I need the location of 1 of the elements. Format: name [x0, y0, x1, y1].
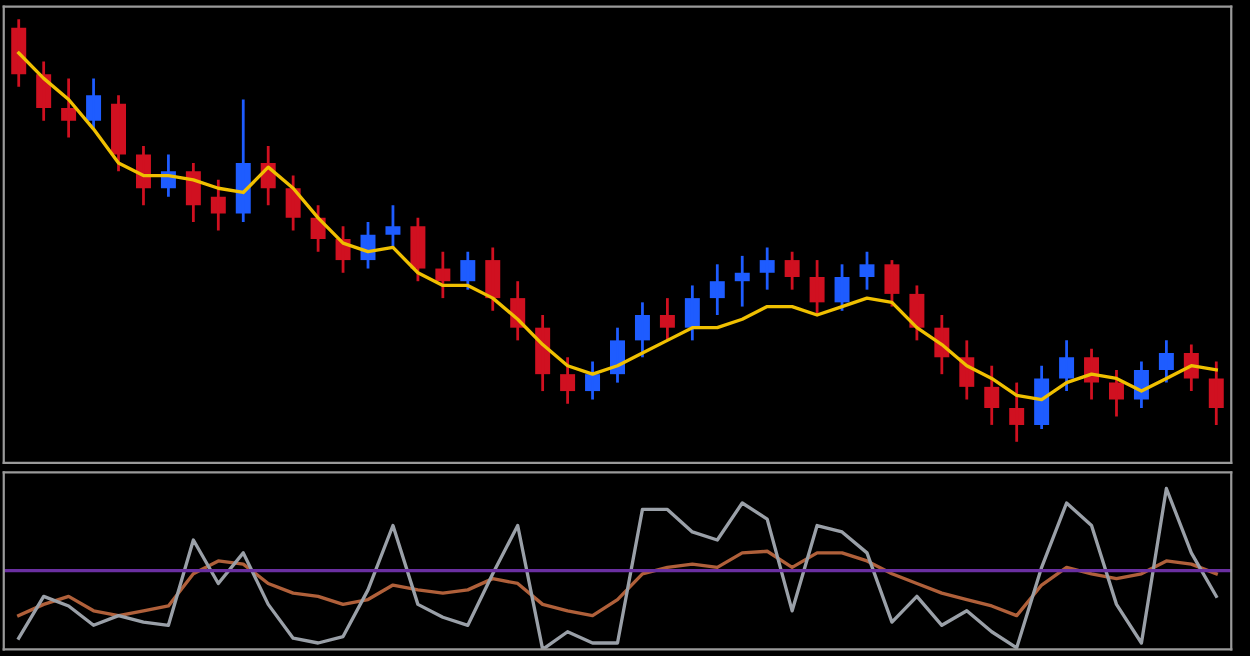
- candlestick: [385, 203, 401, 249]
